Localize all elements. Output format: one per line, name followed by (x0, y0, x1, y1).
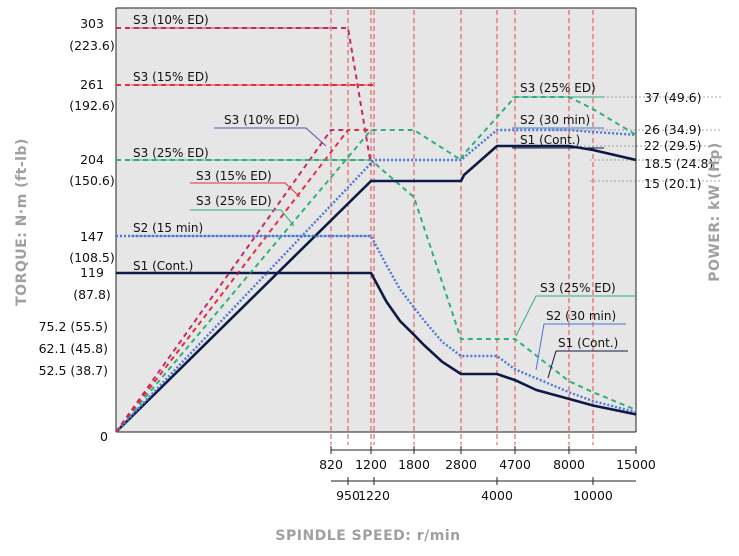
annotation-label-s3-25-ed-8: S3 (25% ED) (520, 81, 596, 95)
y-tick-left-sub-223-6: (223.6) (69, 38, 115, 53)
y-tick-left-0: 0 (100, 429, 108, 444)
x-tick-label-1200: 1200 (355, 457, 387, 472)
annotation-label-s3-10-ed-5: S3 (10% ED) (224, 113, 300, 127)
y-tick-left-sub-150-6: (150.6) (69, 173, 115, 188)
y-tick-right-22-29-5: 22 (29.5) (644, 138, 701, 153)
y-tick-left-147: 147 (80, 229, 104, 244)
y-tick-left-204: 204 (80, 152, 104, 167)
y-tick-left-62-1-45-8: 62.1 (45.8) (39, 341, 108, 356)
x-tick-label-4700: 4700 (499, 457, 531, 472)
x-tick-label-8000: 8000 (553, 457, 585, 472)
annotation-label-s3-10-ed-0: S3 (10% ED) (133, 13, 209, 27)
annotation-label-s1-cont-13: S1 (Cont.) (558, 336, 618, 350)
annotation-leader-s3-15-ed-6 (190, 182, 301, 198)
x-tick-label-4000: 4000 (481, 488, 513, 503)
x-tick-label-820: 820 (319, 457, 343, 472)
annotation-leader-s3-25-ed-7 (190, 209, 295, 227)
x-tick-label-15000: 15000 (616, 457, 656, 472)
x-tick-label-10000: 10000 (573, 488, 613, 503)
annotation-leader-s3-25-ed-11 (515, 295, 636, 337)
y-tick-right-37-49-6: 37 (49.6) (644, 90, 701, 105)
y-tick-left-119: 119 (80, 265, 104, 280)
annotation-label-s3-25-ed-11: S3 (25% ED) (540, 281, 616, 295)
annotation-label-s3-25-ed-2: S3 (25% ED) (133, 146, 209, 160)
y-tick-right-26-34-9: 26 (34.9) (644, 122, 701, 137)
y-tick-left-sub-87-8: (87.8) (73, 287, 111, 302)
annotation-label-s1-cont-10: S1 (Cont.) (520, 133, 580, 147)
series-torque-s3-25-ed-2 (116, 159, 637, 411)
y-tick-left-52-5-38-7: 52.5 (38.7) (39, 363, 108, 378)
y-tick-right-18-5-24-8: 18.5 (24.8) (644, 156, 713, 171)
x-tick-label-2800: 2800 (445, 457, 477, 472)
annotation-label-s2-30-min-9: S2 (30 min) (520, 113, 590, 127)
annotation-label-s1-cont-4: S1 (Cont.) (133, 259, 193, 273)
y-tick-right-15-20-1: 15 (20.1) (644, 176, 701, 191)
annotation-label-s3-15-ed-1: S3 (15% ED) (133, 70, 209, 84)
y-tick-left-sub-192-6: (192.6) (69, 98, 115, 113)
plot-area (116, 8, 636, 432)
y-axis-right-title: POWER: kW (Hp) (707, 142, 723, 282)
annotation-label-s3-25-ed-7: S3 (25% ED) (196, 194, 272, 208)
series-torque-s3-10-ed-4 (116, 27, 372, 166)
y-tick-left-303: 303 (80, 16, 104, 31)
series-power-s3-10-ed-9 (115, 129, 348, 433)
annotation-leader-s1-cont-13 (547, 350, 628, 379)
series-torque-s1-cont-0 (116, 271, 637, 416)
series-power-s2-30-min-6 (115, 128, 637, 433)
y-axis-left-title: TORQUE: N·m (ft-lb) (14, 138, 30, 306)
annotation-label-s2-15-min-3: S2 (15 min) (133, 221, 203, 235)
annotation-leader-s3-10-ed-5 (214, 127, 327, 147)
x-tick-label-1220: 1220 (358, 488, 390, 503)
annotation-label-s3-15-ed-6: S3 (15% ED) (196, 169, 272, 183)
annotation-label-s2-30-min-12: S2 (30 min) (546, 309, 616, 323)
x-tick-label-950: 950 (336, 488, 360, 503)
series-power-s3-25-ed-7 (115, 96, 637, 433)
x-axis-title: SPINDLE SPEED: r/min (275, 528, 460, 544)
y-tick-left-sub-108-5: (108.5) (69, 250, 115, 265)
series-power-s1-cont-5 (115, 144, 637, 433)
y-tick-left-261: 261 (80, 77, 104, 92)
annotation-leader-s2-30-min-12 (535, 323, 626, 371)
x-tick-label-1800: 1800 (398, 457, 430, 472)
y-tick-left-75-2-55-5: 75.2 (55.5) (39, 319, 108, 334)
